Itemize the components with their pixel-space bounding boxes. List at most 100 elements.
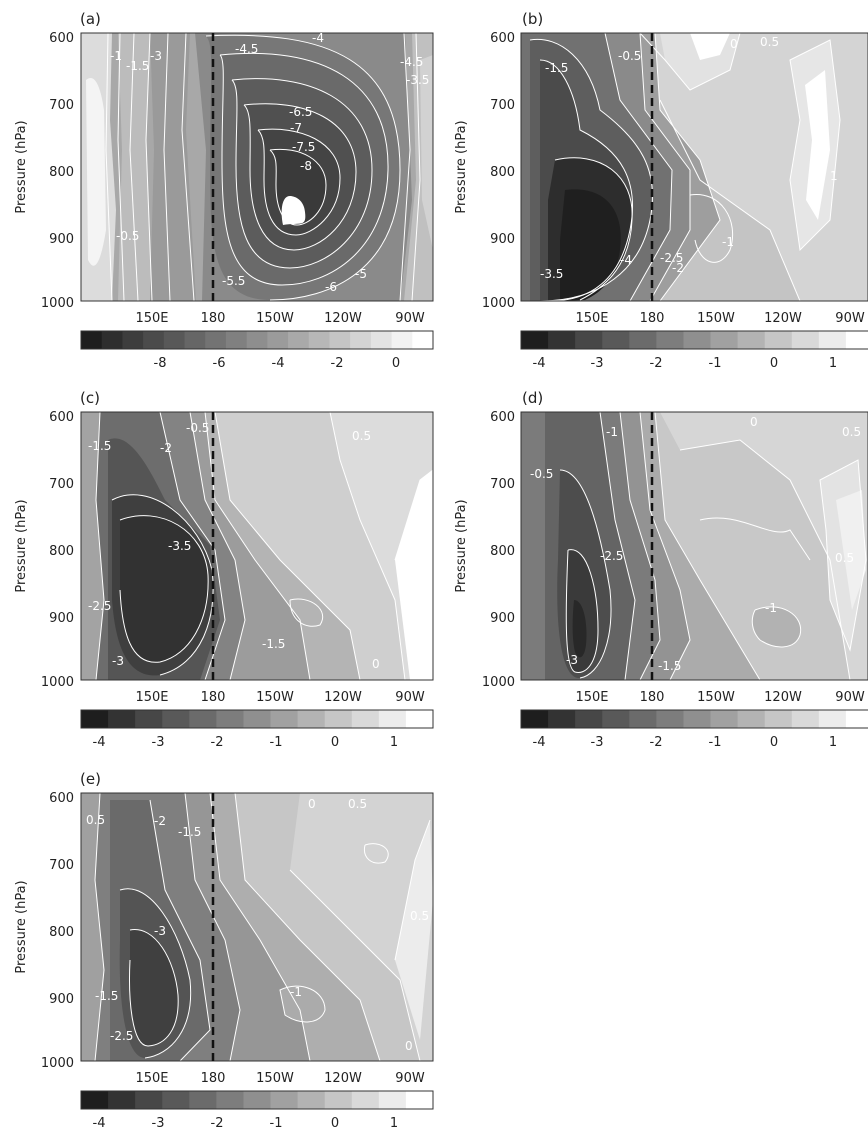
panel-c: -1.5 -2 -0.5 0.5 -3.5 -2.5 -1.5 0 -3 (c)… — [14, 389, 434, 750]
panel-a-xticks: 150E 180 150W 120W 90W — [135, 311, 424, 326]
colorbar-tick-label: -1 — [709, 356, 722, 371]
panel-a-ytick: 800 — [49, 165, 74, 180]
colorbar-swatch — [297, 1091, 326, 1109]
panel-c-ytick: 900 — [49, 611, 74, 626]
colorbar-swatch — [575, 710, 603, 728]
panel-c-frame — [80, 411, 434, 681]
panel-c-ytick: 1000 — [41, 675, 74, 690]
colorbar-tick-label: -2 — [650, 735, 663, 750]
panel-e-xtick: 90W — [395, 1071, 425, 1086]
panel-e-label: (e) — [80, 770, 101, 788]
panel-e-xtick: 120W — [324, 1071, 362, 1086]
colorbar-swatch — [189, 1091, 217, 1109]
colorbar-swatch — [81, 1091, 109, 1109]
panel-d-clabel-3: 0 — [750, 415, 758, 429]
colorbar-swatch — [162, 710, 190, 728]
colorbar-tick-label: -3 — [152, 1116, 165, 1131]
colorbar-swatch — [297, 710, 326, 728]
colorbar-swatch — [216, 1091, 244, 1109]
colorbar-swatch — [143, 331, 165, 349]
panel-b-xtick: 90W — [835, 311, 865, 326]
panel-e-clabel-11: 0 — [405, 1039, 413, 1053]
colorbar-swatch — [764, 710, 793, 728]
colorbar-tick-label: 1 — [390, 1116, 398, 1131]
colorbar-tick-label: -2 — [331, 356, 344, 371]
panel-d-clabel-5: -2.5 — [600, 549, 623, 563]
panel-d-xtick: 150E — [575, 690, 608, 705]
colorbar-swatch — [162, 1091, 190, 1109]
panel-a-ytick: 600 — [49, 31, 74, 46]
colorbar-swatch — [81, 710, 109, 728]
panel-e-clabel-7: -2.5 — [110, 1029, 133, 1043]
panel-e-ytick: 800 — [49, 925, 74, 940]
colorbar-tick-label: -4 — [93, 1116, 106, 1131]
colorbar-swatch — [656, 710, 684, 728]
panel-c-clabel-7: -1.5 — [262, 637, 285, 651]
panel-a-clabel-11: -3.5 — [406, 73, 429, 87]
colorbar-swatch — [81, 331, 103, 349]
colorbar-tick-label: -4 — [533, 735, 546, 750]
panel-e-ytick: 900 — [49, 992, 74, 1007]
panel-b-colorbar: -4 -3 -2 -1 0 1 — [520, 330, 868, 371]
colorbar-swatch — [329, 331, 351, 349]
panel-c-xtick: 180 — [201, 690, 226, 705]
colorbar-tick-label: -2 — [211, 735, 224, 750]
panel-a-clabel-15: -0.5 — [116, 229, 139, 243]
panel-d-xticks: 150E 180 150W 120W 90W — [575, 690, 864, 705]
panel-a-clabel-6: -8 — [300, 159, 312, 173]
colorbar-swatch — [288, 331, 310, 349]
panel-e-ytick: 600 — [49, 791, 74, 806]
panel-b-xtick: 180 — [640, 311, 665, 326]
panel-c-ytick: 700 — [49, 477, 74, 492]
colorbar-swatch — [391, 331, 413, 349]
panel-a-xtick: 90W — [395, 311, 425, 326]
colorbar-swatch — [122, 331, 144, 349]
colorbar-tick-label: -1 — [270, 1116, 283, 1131]
colorbar-swatch — [683, 331, 712, 349]
panel-d-field — [521, 412, 868, 680]
panel-a-label: (a) — [80, 10, 101, 28]
colorbar-swatch — [163, 331, 186, 349]
panel-d-ytick: 700 — [490, 477, 515, 492]
panel-d-clabel-2: -1 — [606, 425, 618, 439]
colorbar-swatch — [683, 710, 712, 728]
panel-c-contour-labels: -1.5 -2 -0.5 0.5 -3.5 -2.5 -1.5 0 -3 — [88, 421, 380, 671]
colorbar-frame — [80, 1090, 434, 1110]
colorbar-tick-label: -3 — [152, 735, 165, 750]
colorbar-swatch — [135, 1091, 163, 1109]
colorbar-swatch — [521, 331, 549, 349]
colorbar-tick-label: 1 — [829, 356, 837, 371]
panel-c-clabel-1: -1.5 — [88, 439, 111, 453]
panel-d-clabel-4: 0.5 — [842, 425, 861, 439]
colorbar-swatch — [135, 710, 163, 728]
panel-d-ytick: 600 — [490, 410, 515, 425]
colorbar-tick-label: -2 — [650, 356, 663, 371]
panel-a-clabel-12: -3 — [150, 49, 162, 63]
panel-e-clabel-1: 0.5 — [86, 813, 105, 827]
panel-a-clabel-4: -7 — [290, 121, 302, 135]
panel-d-clabel-8: -1 — [765, 601, 777, 615]
colorbar-swatch — [405, 710, 434, 728]
colorbar-tick-label: 0 — [331, 735, 339, 750]
panel-e-field — [81, 793, 433, 1061]
panel-b-xticks: 150E 180 150W 120W 90W — [575, 311, 864, 326]
panel-e-clabel-3: -1.5 — [178, 825, 201, 839]
colorbar-swatch — [710, 710, 739, 728]
colorbar-swatch — [764, 331, 793, 349]
panel-d-ytick: 1000 — [482, 675, 515, 690]
colorbar-swatch — [324, 710, 353, 728]
panel-c-clabel-5: -3.5 — [168, 539, 191, 553]
colorbar-swatch — [791, 710, 820, 728]
panel-b-clabel-9: -1 — [722, 235, 734, 249]
panel-e-xtick: 180 — [201, 1071, 226, 1086]
colorbar-swatch — [350, 331, 372, 349]
colorbar-swatch — [548, 331, 576, 349]
panel-e-clabel-6: -3 — [154, 924, 166, 938]
panel-c-label: (c) — [80, 389, 100, 407]
panel-b-clabel-10: -3.5 — [540, 267, 563, 281]
panel-b-contour-labels: -1.5 -0.5 0 0.5 1 -4 -2.5 -2 -1 -3.5 — [540, 35, 838, 281]
colorbar-swatch — [108, 710, 136, 728]
panel-a-ytick: 1000 — [41, 296, 74, 311]
panel-c-colorbar: -4 -3 -2 -1 0 1 — [80, 709, 434, 750]
colorbar-swatch — [205, 331, 227, 349]
